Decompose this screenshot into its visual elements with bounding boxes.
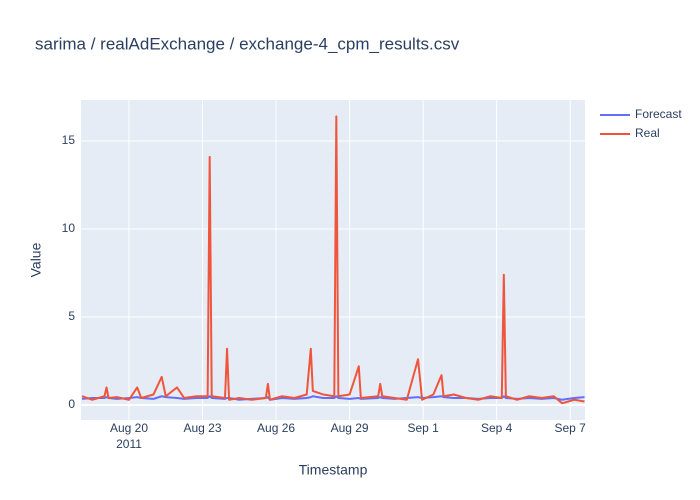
y-tick-label: 0: [68, 397, 75, 411]
y-tick-label: 15: [62, 133, 76, 147]
y-tick-label: 5: [68, 309, 75, 323]
chart-title: sarima / realAdExchange / exchange-4_cpm…: [35, 34, 460, 53]
grid: [81, 100, 585, 420]
y-axis-title: Value: [28, 242, 44, 277]
x-tick-label: Sep 4: [481, 421, 513, 435]
legend-label: Forecast: [635, 107, 682, 121]
x-tick-label: Aug 26: [257, 421, 295, 435]
legend: Forecast Real: [600, 107, 682, 140]
x-axis-title: Timestamp: [299, 462, 368, 478]
x-tick-label: Aug 29: [331, 421, 369, 435]
plot-area: [81, 100, 585, 420]
legend-label: Real: [635, 126, 660, 140]
x-tick-label: Aug 20: [110, 421, 148, 435]
lines: [81, 115, 585, 405]
y-tick-label: 10: [62, 221, 76, 235]
x-tick-year: 2011: [116, 437, 142, 451]
x-tick-label: Aug 23: [184, 421, 222, 435]
series-line: [81, 115, 585, 405]
x-tick-label: Sep 7: [555, 421, 587, 435]
series-line: [81, 395, 585, 401]
x-tick-label: Sep 1: [407, 421, 439, 435]
